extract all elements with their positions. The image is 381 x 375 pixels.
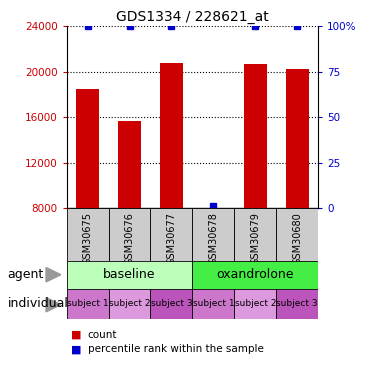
Bar bbox=[276, 289, 318, 319]
Bar bbox=[192, 289, 234, 319]
Polygon shape bbox=[46, 297, 61, 312]
Text: subject 3: subject 3 bbox=[150, 299, 192, 308]
Bar bbox=[276, 208, 318, 261]
Text: GSM30675: GSM30675 bbox=[83, 212, 93, 266]
Text: subject 2: subject 2 bbox=[235, 299, 276, 308]
Text: ■: ■ bbox=[70, 345, 81, 354]
Bar bbox=[244, 64, 267, 208]
Bar bbox=[192, 208, 234, 261]
Title: GDS1334 / 228621_at: GDS1334 / 228621_at bbox=[116, 10, 269, 24]
Text: GSM30680: GSM30680 bbox=[292, 212, 302, 265]
Text: GSM30678: GSM30678 bbox=[208, 212, 218, 265]
Text: GSM30677: GSM30677 bbox=[166, 212, 176, 266]
Bar bbox=[160, 63, 183, 208]
Bar bbox=[109, 208, 150, 261]
Bar bbox=[67, 289, 109, 319]
Bar bbox=[150, 289, 192, 319]
Text: subject 3: subject 3 bbox=[276, 299, 318, 308]
Text: individual: individual bbox=[8, 297, 69, 310]
Text: GSM30679: GSM30679 bbox=[250, 212, 260, 265]
Bar bbox=[150, 208, 192, 261]
Bar bbox=[234, 208, 276, 261]
Bar bbox=[118, 121, 141, 208]
Bar bbox=[192, 261, 318, 289]
Bar bbox=[109, 289, 150, 319]
Text: oxandrolone: oxandrolone bbox=[216, 268, 294, 281]
Text: baseline: baseline bbox=[103, 268, 156, 281]
Text: agent: agent bbox=[8, 268, 44, 281]
Text: subject 1: subject 1 bbox=[67, 299, 109, 308]
Bar bbox=[286, 69, 309, 208]
Text: GSM30676: GSM30676 bbox=[125, 212, 134, 265]
Bar bbox=[67, 208, 109, 261]
Polygon shape bbox=[46, 267, 61, 282]
Text: subject 1: subject 1 bbox=[192, 299, 234, 308]
Bar bbox=[67, 261, 192, 289]
Bar bbox=[76, 89, 99, 208]
Bar bbox=[234, 289, 276, 319]
Text: ■: ■ bbox=[70, 330, 81, 339]
Text: percentile rank within the sample: percentile rank within the sample bbox=[88, 345, 264, 354]
Text: subject 2: subject 2 bbox=[109, 299, 150, 308]
Bar bbox=[202, 207, 225, 208]
Text: count: count bbox=[88, 330, 117, 339]
